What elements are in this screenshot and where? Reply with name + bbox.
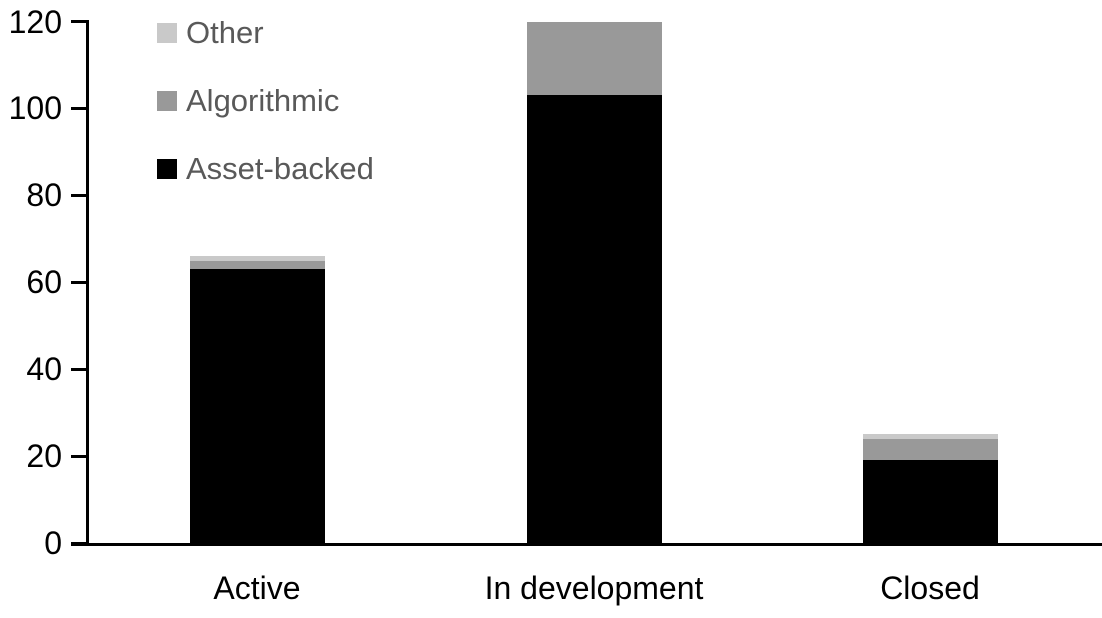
legend-label-asset-backed: Asset-backed (186, 151, 374, 186)
y-tick-80 (71, 193, 86, 197)
bar-segment-active-other (189, 256, 325, 261)
y-tick-0 (71, 541, 86, 545)
x-axis-line (71, 543, 1102, 546)
chart-legend: Other Algorithmic Asset-backed (157, 15, 374, 221)
x-category-label-closed: Closed (880, 570, 980, 606)
y-tick-label-100: 100 (8, 90, 62, 127)
y-tick-40 (71, 367, 86, 371)
bar-segment-active-asset-backed (189, 269, 325, 543)
bar-segment-in-development-algorithmic (526, 21, 662, 96)
bar-segment-closed-other (862, 434, 998, 439)
bar-segment-closed-asset-backed (862, 460, 998, 543)
legend-item-asset-backed: Asset-backed (157, 151, 374, 186)
legend-label-algorithmic: Algorithmic (186, 83, 340, 118)
bar-segment-closed-algorithmic (862, 438, 998, 461)
legend-swatch-algorithmic-icon (157, 91, 177, 111)
x-category-label-active: Active (213, 570, 301, 606)
legend-item-other: Other (157, 15, 374, 50)
y-tick-100 (71, 106, 86, 110)
x-category-label-in-development: In development (484, 570, 704, 606)
bar-segment-in-development-asset-backed (526, 95, 662, 543)
legend-label-other: Other (186, 15, 264, 50)
y-tick-label-0: 0 (44, 525, 62, 561)
y-axis-line (86, 20, 89, 546)
bar-segment-active-algorithmic (189, 260, 325, 270)
y-tick-label-120: 120 (8, 3, 62, 40)
legend-item-algorithmic: Algorithmic (157, 83, 374, 118)
y-tick-label-40: 40 (26, 351, 62, 388)
legend-swatch-other-icon (157, 23, 177, 43)
y-tick-label-80: 80 (26, 177, 62, 214)
y-tick-label-60: 60 (26, 264, 62, 301)
legend-swatch-asset-backed-icon (157, 159, 177, 179)
y-tick-20 (71, 454, 86, 458)
y-tick-60 (71, 280, 86, 284)
y-tick-120 (71, 20, 86, 23)
y-tick-label-20: 20 (26, 438, 62, 475)
